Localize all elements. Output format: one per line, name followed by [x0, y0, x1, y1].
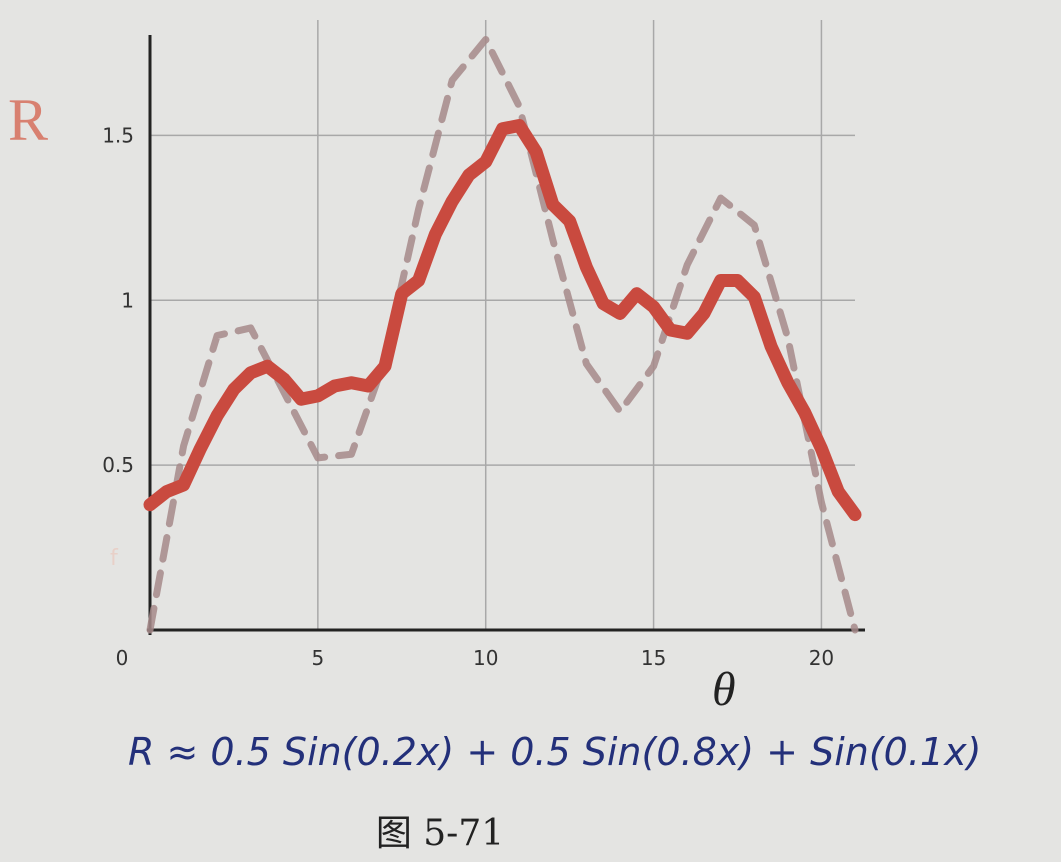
annotation: f: [110, 546, 119, 571]
y-tick-label: 0.5: [102, 453, 134, 477]
caption: 图 5-71: [376, 813, 504, 854]
x-axis-label: θ: [712, 663, 736, 716]
x-tick-label: 0: [116, 646, 129, 670]
x-tick-label: 10: [473, 646, 498, 670]
y-tick-label: 1.5: [102, 123, 134, 147]
x-tick-label: 5: [311, 646, 324, 670]
x-tick-label: 20: [809, 646, 834, 670]
solid-line: [143, 119, 862, 522]
x-tick-label: 15: [641, 646, 666, 670]
y-tick-label: 1: [121, 288, 134, 312]
formula: R ≈ 0.5 Sin(0.2x) + 0.5 Sin(0.8x) + Sin(…: [128, 730, 981, 774]
y-axis-label: R: [8, 87, 48, 153]
